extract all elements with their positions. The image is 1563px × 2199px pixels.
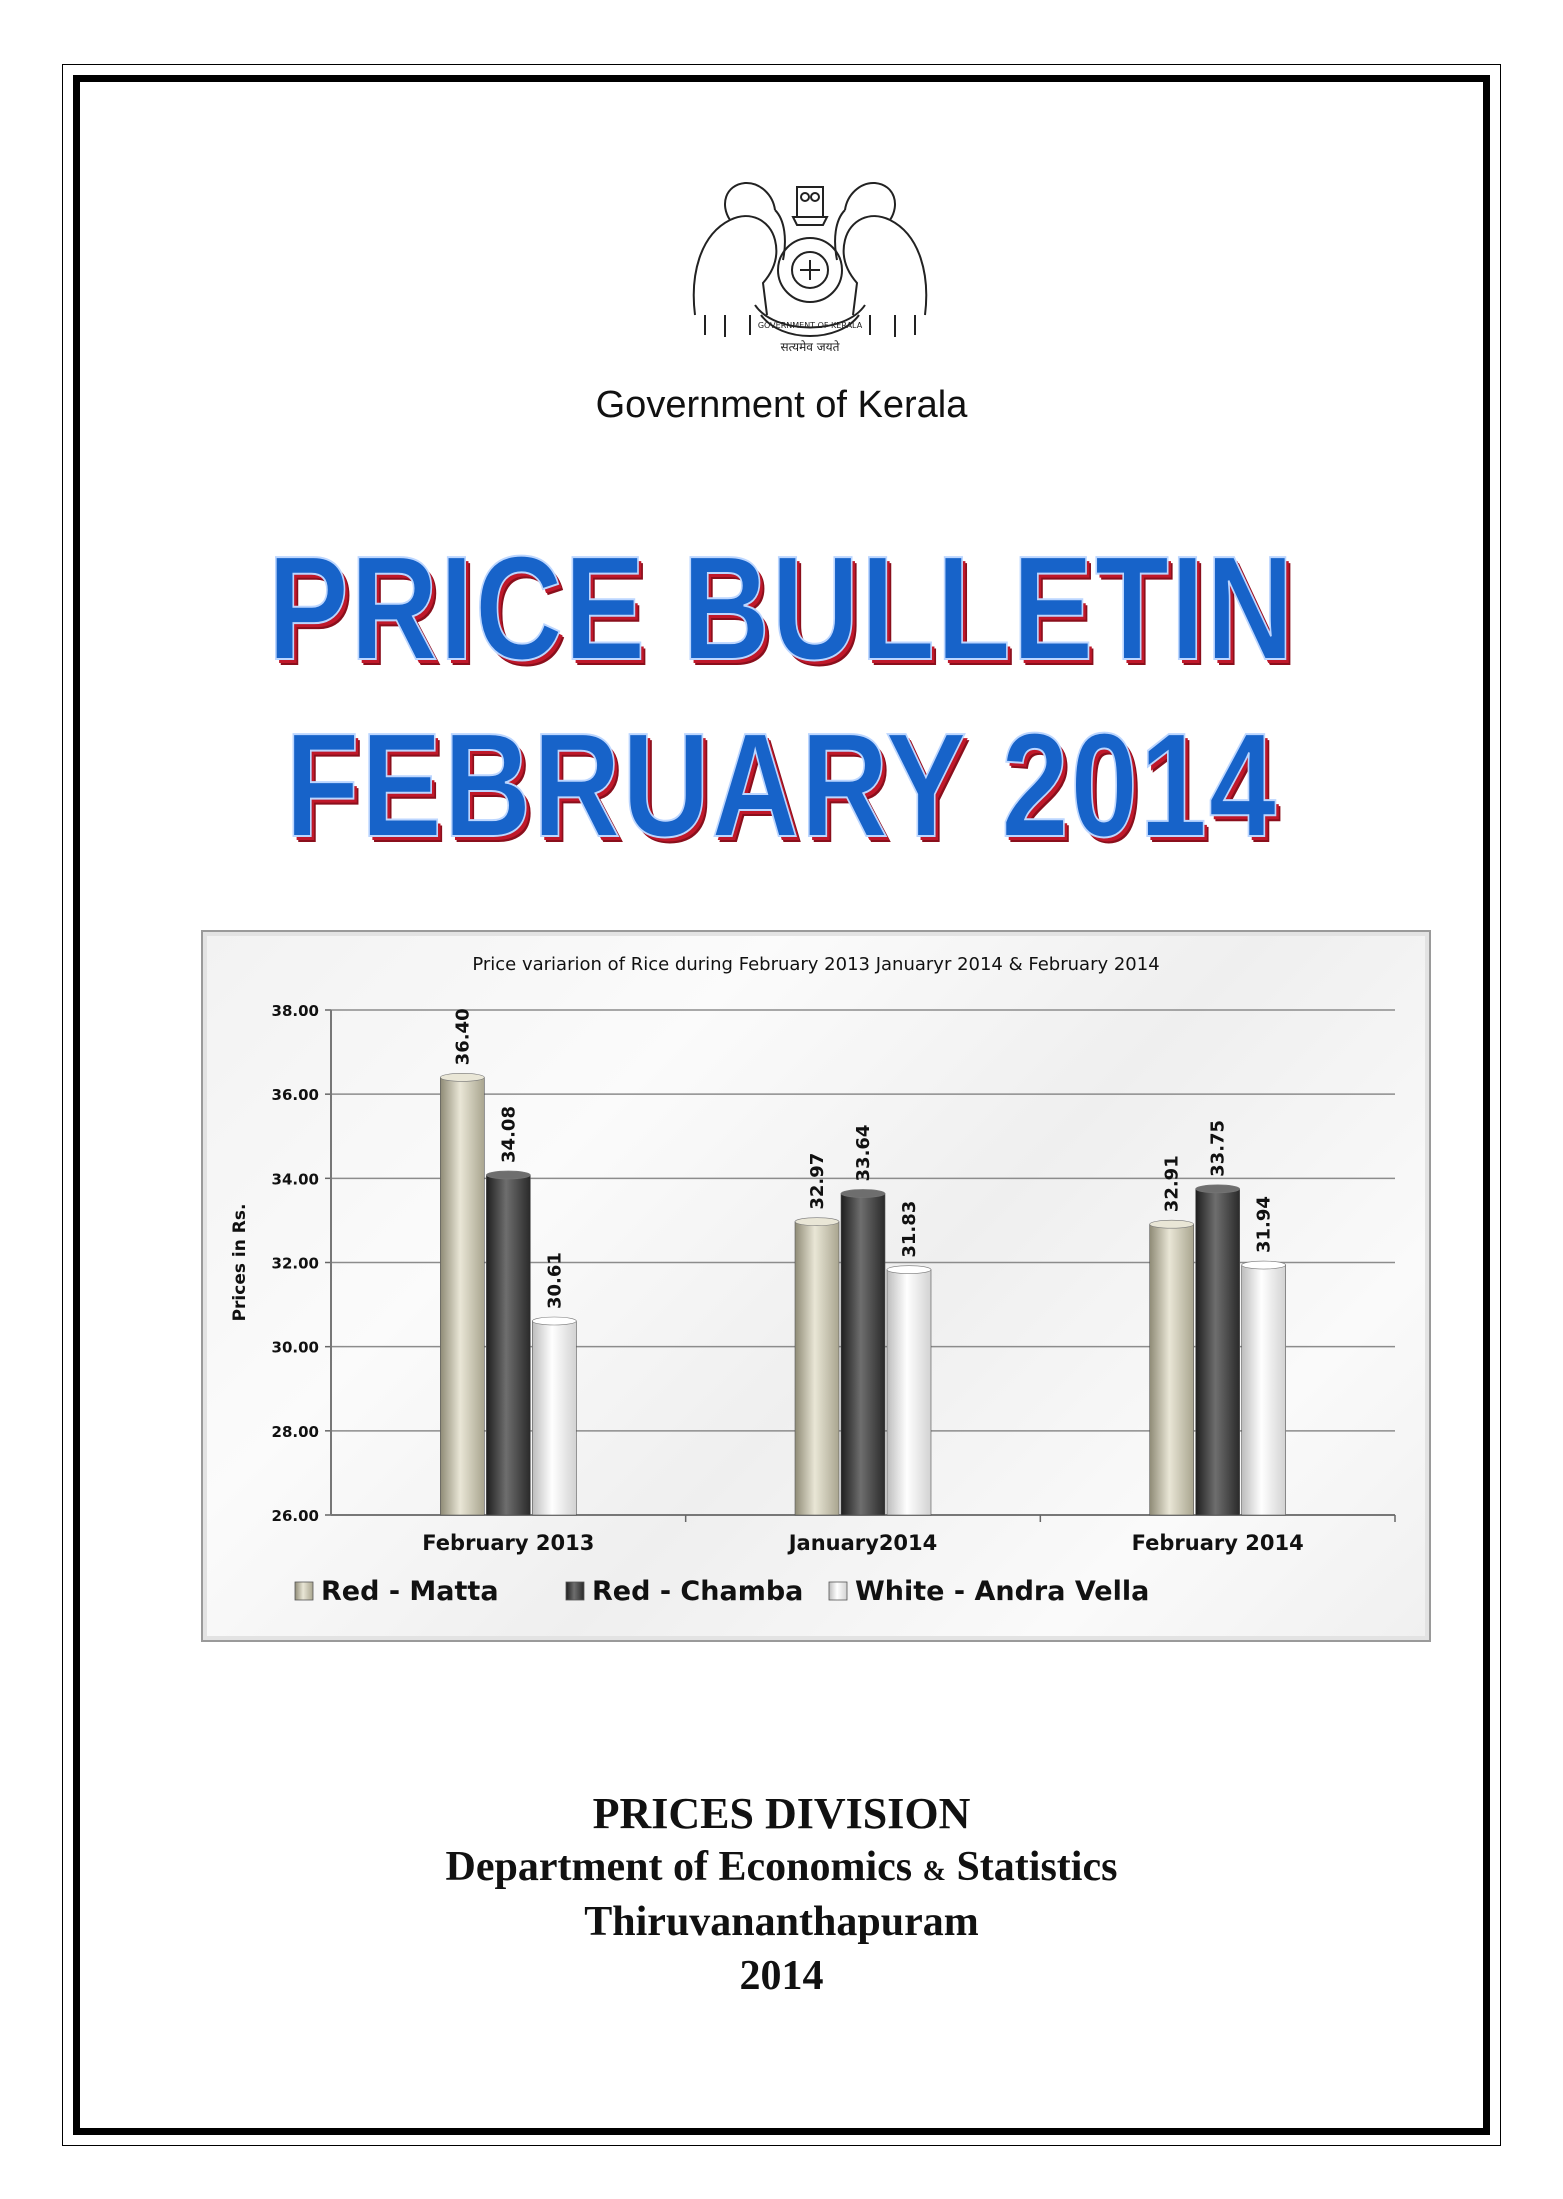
y-tick-label: 32.00 [272, 1255, 319, 1273]
bar-top [1195, 1184, 1240, 1194]
department-name-part-1: Department of Economics [445, 1844, 913, 1890]
x-tick-label: February 2014 [1132, 1531, 1304, 1555]
department-name-part-2: Statistics [956, 1844, 1118, 1890]
y-axis-label: Prices in Rs. [230, 1204, 250, 1322]
data-label: 32.97 [807, 1153, 828, 1210]
legend-label: Red - Matta [321, 1576, 499, 1607]
bar-white-andra-vella [532, 1320, 577, 1516]
bar-top [486, 1170, 531, 1180]
y-tick-label: 34.00 [272, 1170, 319, 1188]
x-tick-label: January2014 [787, 1531, 938, 1555]
legend-swatch [294, 1581, 314, 1601]
chart-title: Price variarion of Rice during February … [472, 954, 1160, 975]
prices-division: PRICES DIVISION [592, 1789, 971, 1838]
page-inner-border [73, 75, 1490, 2135]
government-title: Government of Kerala [595, 384, 968, 426]
price-chart: Price variarion of Rice during February … [201, 930, 1431, 1642]
bar-red-chamba [840, 1193, 886, 1516]
page-outer-border [62, 64, 1501, 2146]
city-name: Thiruvananthapuram [584, 1899, 979, 1945]
data-label: 34.08 [498, 1106, 519, 1163]
bar-top [840, 1189, 886, 1198]
bar-top [440, 1073, 485, 1082]
bar-white-andra-vella [886, 1269, 932, 1516]
publication-year: 2014 [739, 1953, 824, 1999]
y-tick-label: 26.00 [272, 1507, 319, 1525]
bar-top [1149, 1219, 1194, 1229]
bar-top [886, 1265, 932, 1274]
data-label: 36.40 [452, 1008, 473, 1065]
emblem-motto-text: सत्यमेव जयते [781, 340, 841, 354]
bar-top [532, 1316, 577, 1326]
data-label: 30.61 [544, 1252, 565, 1309]
data-label: 31.83 [899, 1201, 920, 1258]
department-name: Department of Economics & Statistics [0, 1843, 1563, 1891]
bulletin-title: PRICE BULLETIN [267, 526, 1296, 691]
bar-red-chamba [1195, 1188, 1240, 1516]
data-label: 33.75 [1208, 1120, 1229, 1177]
x-tick-label: February 2013 [422, 1531, 594, 1555]
y-tick-label: 38.00 [272, 1002, 319, 1020]
kerala-emblem-icon: GOVERNMENT OF KERALA सत्यमेव जयते [692, 181, 928, 354]
chart-plot: 26.00 28.00 30.00 32.00 34.00 36.00 38.00 Price… [230, 1002, 1396, 1607]
y-tick-label: 36.00 [272, 1086, 319, 1104]
bulletin-month-title: FEBRUARY 2014 [284, 703, 1278, 868]
legend-label: White - Andra Vella [855, 1576, 1149, 1607]
bar-top [794, 1217, 840, 1226]
data-label: 33.64 [853, 1125, 874, 1182]
bar-red-matta [440, 1077, 485, 1516]
emblem-ribbon-text: GOVERNMENT OF KERALA [758, 321, 863, 330]
bar-red-chamba [486, 1174, 531, 1516]
bar-red-matta [1149, 1223, 1194, 1516]
bar-top [1241, 1260, 1286, 1270]
bar-red-matta [794, 1221, 840, 1516]
department-ampersand: & [922, 1856, 946, 1887]
legend-swatch [828, 1581, 848, 1601]
legend-swatch [565, 1581, 585, 1601]
data-label: 31.94 [1254, 1196, 1275, 1253]
y-tick-label: 28.00 [272, 1423, 319, 1441]
y-tick-label: 30.00 [272, 1339, 319, 1357]
bar-white-andra-vella [1241, 1264, 1286, 1516]
data-label: 32.91 [1162, 1155, 1183, 1212]
legend-label: Red - Chamba [592, 1576, 803, 1607]
